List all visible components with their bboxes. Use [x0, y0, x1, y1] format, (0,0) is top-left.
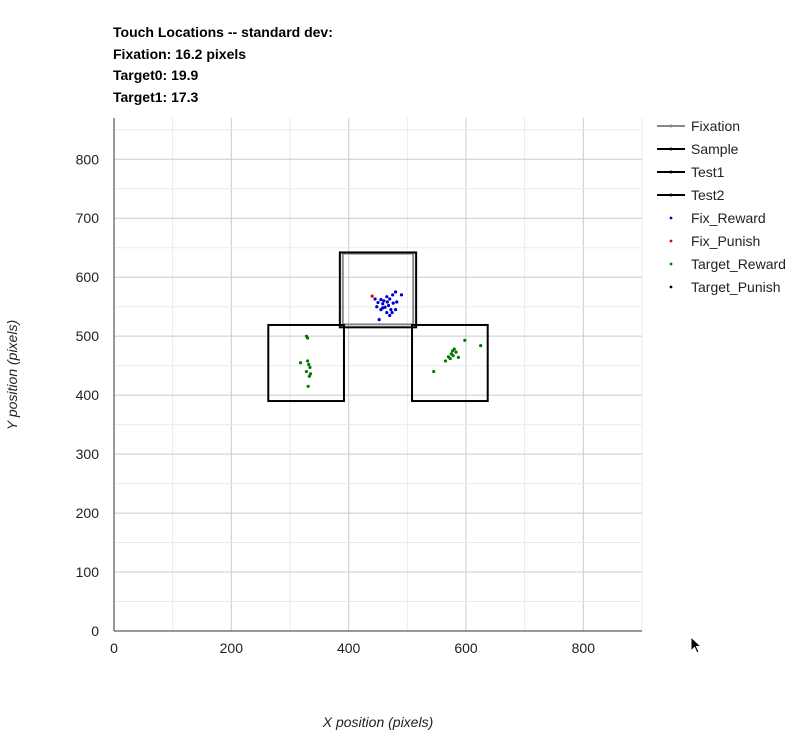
point-fix-reward — [394, 308, 398, 312]
point-fix-reward — [388, 313, 392, 318]
x-axis-title: X position (pixels) — [322, 714, 434, 730]
point-fix-punish — [370, 294, 374, 298]
point-fix-reward — [373, 297, 377, 301]
stats-header: Touch Locations -- standard dev: Fixatio… — [113, 22, 333, 108]
y-tick-label: 800 — [76, 151, 100, 167]
legend-marker-target-reward — [669, 262, 673, 266]
point-target-reward — [451, 354, 455, 358]
point-fix-reward — [391, 301, 395, 305]
legend-marker-fix-reward — [669, 216, 673, 220]
legend-marker — [669, 147, 673, 151]
point-target-reward — [306, 359, 310, 363]
point-fix-reward — [391, 293, 395, 297]
legend-marker-target-punish — [669, 285, 673, 289]
legend: Fixation Sample Test1 Test2 Fix_Reward Fix_Pu… — [657, 118, 786, 295]
y-tick-label: 500 — [76, 328, 100, 344]
point-fix-reward — [375, 305, 379, 309]
point-target-reward — [307, 374, 311, 378]
box-fixation — [341, 252, 415, 326]
legend-label: Fix_Reward — [691, 210, 766, 226]
point-fix-reward — [385, 295, 389, 299]
point-fix-reward — [394, 290, 398, 294]
y-tick-label: 300 — [76, 446, 100, 462]
y-tick-label: 600 — [76, 269, 100, 285]
point-target-reward — [304, 369, 309, 374]
touch-points — [298, 290, 483, 388]
y-tick-label: 100 — [76, 564, 100, 580]
point-fix-reward — [382, 299, 386, 303]
point-target-reward — [448, 356, 452, 361]
point-fix-reward — [389, 308, 393, 312]
point-target-reward — [443, 359, 448, 363]
legend-label: Test2 — [691, 187, 725, 203]
chart-title: Touch Locations -- standard dev: — [113, 24, 333, 40]
point-fix-reward — [395, 300, 399, 304]
legend-marker — [669, 170, 673, 174]
legend-label: Fixation — [691, 118, 740, 134]
point-fix-reward — [386, 303, 391, 308]
y-tick-label: 400 — [76, 387, 100, 403]
point-fix-reward — [377, 318, 381, 322]
legend-marker-fix-punish — [669, 239, 673, 243]
y-axis-title: Y position (pixels) — [4, 320, 20, 430]
x-tick-label: 200 — [220, 640, 244, 656]
point-fix-reward — [385, 300, 389, 304]
axes — [113, 118, 642, 632]
point-target-reward — [432, 369, 436, 374]
x-tick-label: 400 — [337, 640, 361, 656]
point-fix-reward — [376, 300, 380, 305]
point-fix-reward — [399, 293, 404, 297]
target-boxes — [267, 251, 489, 403]
point-target-reward — [306, 336, 310, 340]
grid-lines — [114, 118, 643, 631]
legend-marker — [669, 124, 673, 128]
point-target-reward — [308, 365, 312, 370]
legend-label: Target_Punish — [691, 279, 781, 295]
point-fix-reward — [388, 297, 392, 301]
y-tick-label: 200 — [76, 505, 100, 521]
x-tick-label: 800 — [572, 640, 596, 656]
point-target-reward — [479, 344, 483, 348]
point-target-reward — [308, 372, 313, 376]
point-fix-reward — [379, 298, 383, 302]
point-fix-reward — [381, 306, 385, 310]
point-target-reward — [456, 355, 460, 359]
fixation-std-text: Fixation: 16.2 pixels — [113, 45, 247, 62]
point-fix-reward — [390, 310, 394, 315]
point-fix-reward — [381, 302, 385, 306]
point-target-reward — [454, 350, 458, 354]
point-target-reward — [306, 384, 310, 388]
legend-label: Sample — [691, 141, 739, 157]
point-target-reward — [463, 338, 467, 342]
legend-label: Test1 — [691, 164, 725, 180]
y-tick-label: 700 — [76, 210, 100, 226]
y-tick-label: 0 — [91, 623, 99, 639]
point-target-reward — [450, 349, 455, 353]
box-sample — [338, 251, 418, 329]
box-test1 — [267, 323, 345, 403]
legend-label: Fix_Punish — [691, 233, 760, 249]
legend-marker — [669, 193, 673, 197]
point-target-reward — [298, 361, 303, 365]
box-test2 — [411, 323, 489, 403]
x-tick-label: 0 — [110, 640, 118, 656]
legend-label: Target_Reward — [691, 256, 786, 272]
point-target-reward — [307, 362, 311, 367]
target1-std-text: Target1: 17.3 — [113, 88, 199, 105]
target0-std-text: Target0: 19.9 — [113, 67, 199, 83]
x-tick-label: 600 — [454, 640, 478, 656]
tick-labels: 0 200 400 600 800 0 100 200 300 400 500 600 700 800 — [76, 151, 596, 656]
mouse-cursor-icon — [690, 636, 703, 654]
point-fix-reward — [385, 310, 389, 315]
